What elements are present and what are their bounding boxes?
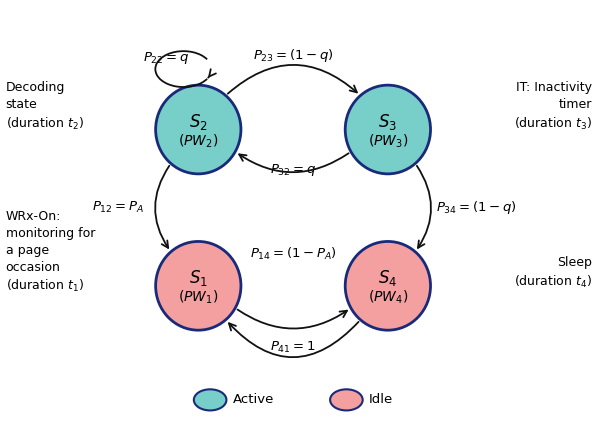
Text: $S_3$: $S_3$ xyxy=(379,112,398,132)
Text: $(PW_2)$: $(PW_2)$ xyxy=(178,133,218,150)
Text: $S_4$: $S_4$ xyxy=(379,268,398,288)
Text: Idle: Idle xyxy=(369,393,393,406)
Ellipse shape xyxy=(194,389,227,410)
Text: Sleep
(duration $t_4$): Sleep (duration $t_4$) xyxy=(514,256,592,290)
Text: $P_{22} = q$: $P_{22} = q$ xyxy=(142,50,189,65)
Text: $(PW_3)$: $(PW_3)$ xyxy=(368,133,408,150)
Text: WRx-On:
monitoring for
a page
occasion
(duration $t_1$): WRx-On: monitoring for a page occasion (… xyxy=(6,210,95,294)
Text: $P_{12} = P_A$: $P_{12} = P_A$ xyxy=(92,200,144,215)
Text: $P_{23} = (1 - q)$: $P_{23} = (1 - q)$ xyxy=(253,47,334,64)
Ellipse shape xyxy=(155,85,241,174)
Ellipse shape xyxy=(345,85,431,174)
Text: Decoding
state
(duration $t_2$): Decoding state (duration $t_2$) xyxy=(6,81,84,132)
Text: $(PW_1)$: $(PW_1)$ xyxy=(178,289,218,306)
Ellipse shape xyxy=(345,241,431,330)
Text: $P_{34} = (1 - q)$: $P_{34} = (1 - q)$ xyxy=(437,199,517,216)
Text: $(PW_4)$: $(PW_4)$ xyxy=(368,289,408,306)
Text: Active: Active xyxy=(233,393,274,406)
Ellipse shape xyxy=(330,389,363,410)
Text: $P_{14} = (1 - P_A)$: $P_{14} = (1 - P_A)$ xyxy=(249,246,337,262)
Text: $P_{32} = q$: $P_{32} = q$ xyxy=(270,162,316,178)
Text: IT: Inactivity
timer
(duration $t_3$): IT: Inactivity timer (duration $t_3$) xyxy=(514,81,592,132)
Text: $S_2$: $S_2$ xyxy=(189,112,208,132)
Text: $P_{41} = 1$: $P_{41} = 1$ xyxy=(270,339,316,355)
Text: $S_1$: $S_1$ xyxy=(189,268,208,288)
Ellipse shape xyxy=(155,241,241,330)
